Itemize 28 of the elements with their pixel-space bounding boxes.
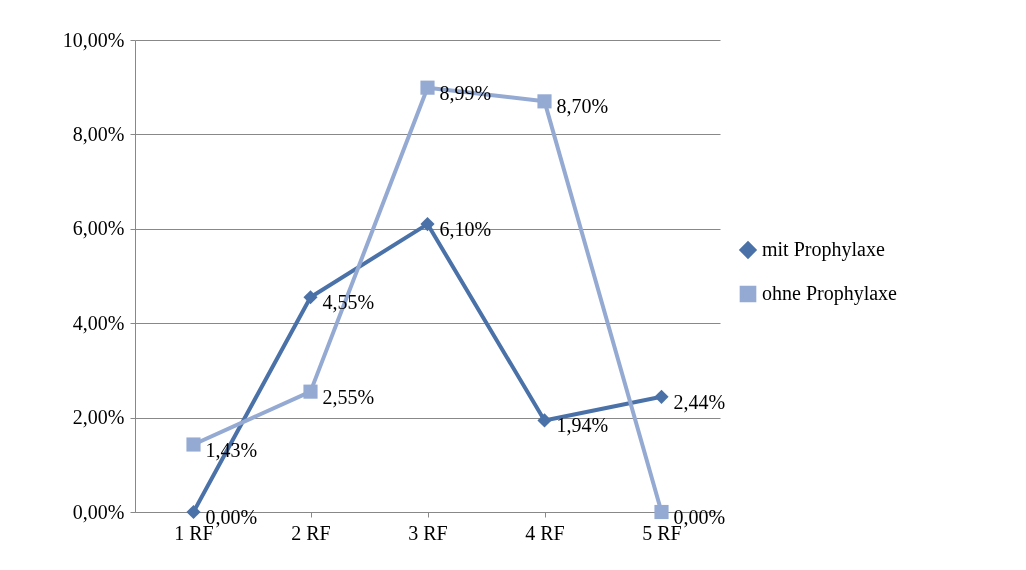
point <box>654 504 669 520</box>
y-tick-label: 6,00% <box>72 217 125 240</box>
point <box>186 504 201 520</box>
point <box>537 413 552 428</box>
data-label: 2,55% <box>322 385 375 408</box>
data-label: 1,94% <box>556 414 609 437</box>
data-label: 8,70% <box>556 95 609 118</box>
x-tick-label: 2 RF <box>291 521 331 544</box>
data-label: 8,99% <box>439 81 492 104</box>
point <box>186 437 201 452</box>
point <box>303 384 318 399</box>
point <box>654 389 669 404</box>
y-tick-label: 0,00% <box>72 500 125 523</box>
data-label: 6,10% <box>439 218 492 241</box>
y-tick-label: 2,00% <box>72 406 125 429</box>
point <box>537 94 552 109</box>
data-label: 4,55% <box>322 291 375 314</box>
point <box>303 290 318 305</box>
point <box>420 80 435 95</box>
x-tick-label: 3 RF <box>408 521 448 544</box>
y-tick-label: 8,00% <box>72 122 125 145</box>
point <box>420 217 435 232</box>
data-label: 2,44% <box>673 390 726 413</box>
legend-label: ohne Prophylaxe <box>762 282 898 305</box>
y-tick-label: 10,00% <box>62 28 125 51</box>
y-tick-label: 4,00% <box>72 311 125 334</box>
x-tick-label: 4 RF <box>525 521 565 544</box>
legend-label: mit Prophylaxe <box>762 238 885 261</box>
